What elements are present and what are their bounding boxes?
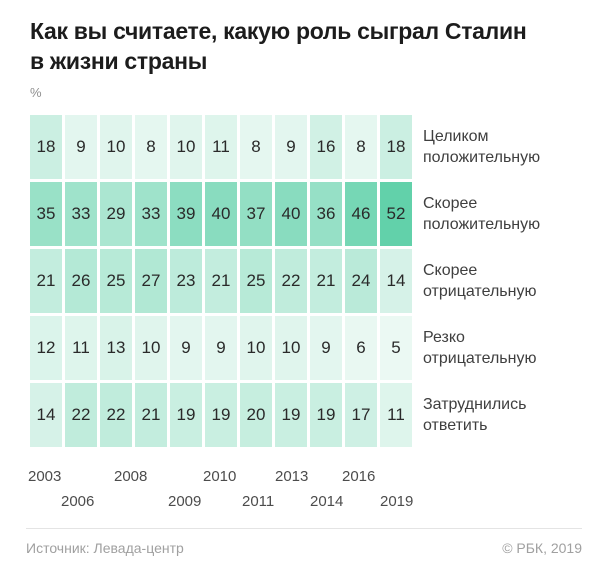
heatmap-cell: 10 [135,316,167,380]
unit-label: % [30,85,42,100]
heatmap-cell: 11 [65,316,97,380]
heatmap-cell: 39 [170,182,202,246]
heatmap-cell: 14 [30,383,62,447]
heatmap-cell: 22 [275,249,307,313]
heatmap-chart: 18 9 10 8 10 11 8 9 16 8 18 35 33 29 33 39 40 37 40 36 46 52 2… [30,115,608,447]
heatmap-cell: 6 [345,316,377,380]
heatmap-cell: 11 [380,383,412,447]
heatmap-cell: 23 [170,249,202,313]
row-label: Скорее отрицательную [423,262,537,300]
heatmap-cell: 19 [310,383,342,447]
title-line-2: в жизни страны [30,48,208,74]
heatmap-cell: 21 [135,383,167,447]
heatmap-cell: 21 [30,249,62,313]
heatmap-cell: 18 [380,115,412,179]
heatmap-cell: 24 [345,249,377,313]
year-label: 2011 [242,493,275,510]
heatmap-grid: 18 9 10 8 10 11 8 9 16 8 18 35 33 29 33 39 40 37 40 36 46 52 2… [30,115,412,447]
heatmap-cell: 37 [240,182,272,246]
footer-divider: Источник: Левада-центр © РБК, 2019 [26,528,582,556]
heatmap-cell: 16 [310,115,342,179]
heatmap-cell: 13 [100,316,132,380]
heatmap-cell: 17 [345,383,377,447]
heatmap-cell: 9 [65,115,97,179]
heatmap-cell: 9 [275,115,307,179]
row-label: Резко отрицательную [423,329,537,367]
heatmap-cell: 25 [240,249,272,313]
heatmap-cell: 33 [65,182,97,246]
heatmap-cell: 29 [100,182,132,246]
heatmap-cell: 21 [310,249,342,313]
year-label: 2009 [168,493,202,510]
row-label: Затруднились ответить [423,396,527,434]
heatmap-cell: 10 [240,316,272,380]
heatmap-cell: 26 [65,249,97,313]
heatmap-cell: 33 [135,182,167,246]
heatmap-cell: 10 [100,115,132,179]
heatmap-cell: 10 [170,115,202,179]
heatmap-cell: 40 [275,182,307,246]
heatmap-cell: 12 [30,316,62,380]
heatmap-cell: 9 [170,316,202,380]
copyright-label: © РБК, 2019 [502,540,582,556]
heatmap-cell: 9 [205,316,237,380]
year-label: 2019 [380,493,414,510]
heatmap-cell: 19 [205,383,237,447]
year-label: 2016 [342,468,376,485]
year-label: 2013 [275,468,309,485]
heatmap-cell: 40 [205,182,237,246]
page-title: Как вы считаете, какую роль сыграл Стали… [30,16,608,76]
heatmap-cell: 27 [135,249,167,313]
heatmap-cell: 14 [380,249,412,313]
row-labels: Целиком положительную Скорее положительну… [423,115,573,447]
heatmap-cell: 8 [345,115,377,179]
year-label: 2003 [28,468,62,485]
year-label: 2008 [114,468,148,485]
title-line-1: Как вы считаете, какую роль сыграл Стали… [30,18,527,44]
row-label: Скорее положительную [423,195,541,233]
heatmap-cell: 20 [240,383,272,447]
heatmap-cell: 25 [100,249,132,313]
source-label: Источник: Левада-центр [26,540,184,556]
heatmap-cell: 10 [275,316,307,380]
heatmap-cell: 8 [135,115,167,179]
heatmap-cell: 22 [100,383,132,447]
heatmap-cell: 8 [240,115,272,179]
year-label: 2006 [61,493,95,510]
row-label: Целиком положительную [423,128,541,166]
heatmap-cell: 35 [30,182,62,246]
heatmap-cell: 19 [275,383,307,447]
footer: Источник: Левада-центр © РБК, 2019 [26,529,582,556]
heatmap-cell: 11 [205,115,237,179]
heatmap-cell: 52 [380,182,412,246]
year-label: 2010 [203,468,237,485]
heatmap-cell: 46 [345,182,377,246]
year-axis: 2003 2008 2010 2013 2016 2006 2009 2011 2014 2019 [28,468,458,518]
heatmap-cell: 18 [30,115,62,179]
year-label: 2014 [310,493,344,510]
heatmap-cell: 21 [205,249,237,313]
heatmap-cell: 36 [310,182,342,246]
heatmap-cell: 19 [170,383,202,447]
heatmap-cell: 9 [310,316,342,380]
heatmap-cell: 22 [65,383,97,447]
heatmap-cell: 5 [380,316,412,380]
